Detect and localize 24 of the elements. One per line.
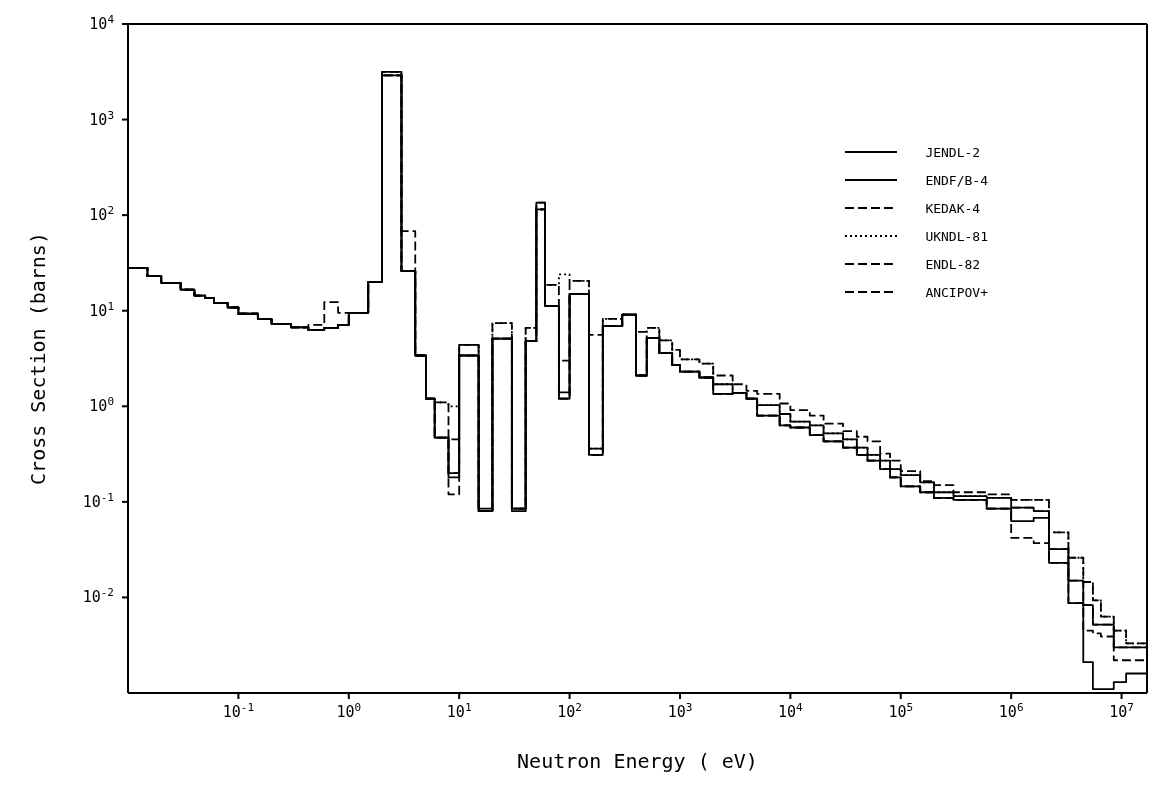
x-tick-label: 10$^{5}$: [888, 700, 914, 721]
y-tick-label: 10$^{4}$: [89, 12, 115, 33]
legend-label: ENDF/B-4: [925, 172, 988, 188]
y-tick-label: 10$^{2}$: [89, 203, 114, 225]
y-tick-label: 10$^{1}$: [89, 299, 114, 320]
x-tick-label: 10$^{6}$: [998, 700, 1024, 721]
y-axis-title: Cross Section (barns): [26, 232, 51, 485]
y-tick-label: 10$^{-2}$: [82, 585, 114, 607]
x-axis-title: Neutron Energy ( eV): [517, 749, 758, 773]
x-tick-label: 10$^{2}$: [557, 700, 582, 721]
y-tick-label: 10$^{-1}$: [82, 490, 114, 511]
x-tick-label: 10$^{3}$: [667, 700, 693, 721]
legend-label: JENDL-2: [925, 144, 981, 160]
x-tick-label: 10$^{0}$: [336, 700, 362, 721]
legend-label: KEDAK-4: [925, 200, 981, 216]
legend-label: ENDL-82: [925, 256, 981, 272]
y-tick-label: 10$^{0}$: [89, 394, 114, 416]
y-tick-label: 10$^{3}$: [89, 108, 114, 129]
x-tick-label: 10$^{4}$: [778, 700, 804, 721]
x-tick-label: 10$^{1}$: [446, 700, 472, 721]
legend-label: UKNDL-81: [925, 228, 988, 244]
x-tick-label: 10$^{7}$: [1109, 700, 1134, 721]
x-tick-label: 10$^{-1}$: [222, 700, 255, 721]
legend-label: ANCIPOV+: [925, 284, 988, 300]
